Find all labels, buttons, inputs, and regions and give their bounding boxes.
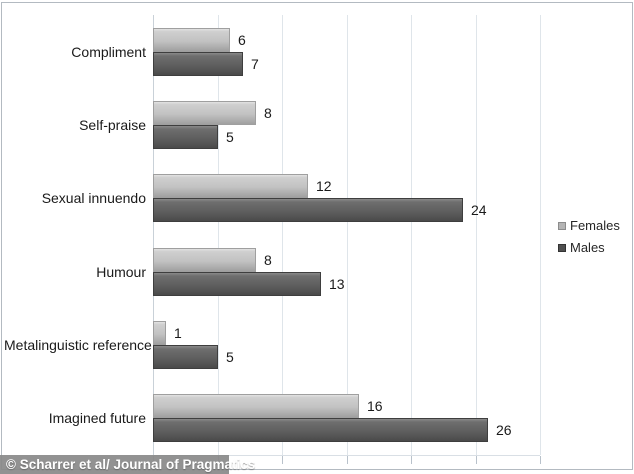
value-label-males-5: 5 — [226, 349, 234, 365]
bar-females-4 — [153, 248, 256, 272]
axis-tick — [347, 456, 348, 464]
axis-tick — [411, 456, 412, 464]
value-label-females-6: 16 — [367, 398, 383, 414]
gridline — [282, 15, 283, 455]
bar-males-3 — [153, 198, 463, 222]
value-label-females-3: 12 — [316, 178, 332, 194]
category-label-4: Humour — [96, 264, 146, 280]
gridline — [476, 15, 477, 455]
category-label-1: Compliment — [71, 44, 146, 60]
value-label-males-6: 26 — [496, 422, 512, 438]
plot-area: 6 7 8 5 12 24 8 13 1 5 16 26 — [153, 15, 541, 456]
value-label-males-3: 24 — [471, 202, 487, 218]
legend-item-males: Males — [558, 240, 620, 255]
value-label-males-2: 5 — [226, 129, 234, 145]
credit-watermark: © Scharrer et al/ Journal of Pragmatics — [0, 455, 255, 474]
gridline — [540, 15, 541, 455]
gridline — [153, 15, 154, 455]
axis-tick — [540, 456, 541, 464]
legend-item-females: Females — [558, 218, 620, 233]
bar-males-4 — [153, 272, 321, 296]
legend: Females Males — [558, 218, 620, 255]
category-label-6: Imagined future — [48, 410, 146, 426]
bar-males-5 — [153, 345, 218, 369]
value-label-males-1: 7 — [251, 56, 259, 72]
value-label-females-5: 1 — [174, 325, 182, 341]
value-label-males-4: 13 — [329, 276, 345, 292]
value-label-females-2: 8 — [264, 105, 272, 121]
bar-males-2 — [153, 125, 218, 149]
bar-males-6 — [153, 418, 488, 442]
gridline — [347, 15, 348, 455]
legend-label-males: Males — [570, 240, 605, 255]
bar-males-1 — [153, 52, 243, 76]
bar-females-3 — [153, 174, 308, 198]
category-label-3: Sexual innuendo — [41, 190, 146, 206]
axis-tick — [476, 456, 477, 464]
bar-females-1 — [153, 28, 230, 52]
bar-females-5 — [153, 321, 166, 345]
females-legend-marker-icon — [558, 221, 566, 230]
males-legend-marker-icon — [558, 243, 566, 252]
legend-label-females: Females — [570, 218, 620, 233]
category-label-5: Metalinguistic reference — [4, 337, 152, 353]
bar-females-6 — [153, 394, 359, 418]
value-label-females-4: 8 — [264, 252, 272, 268]
category-label-2: Self-praise — [79, 117, 146, 133]
value-label-females-1: 6 — [238, 32, 246, 48]
gridline — [218, 15, 219, 455]
gridline — [411, 15, 412, 455]
bar-females-2 — [153, 101, 256, 125]
axis-tick — [282, 456, 283, 464]
